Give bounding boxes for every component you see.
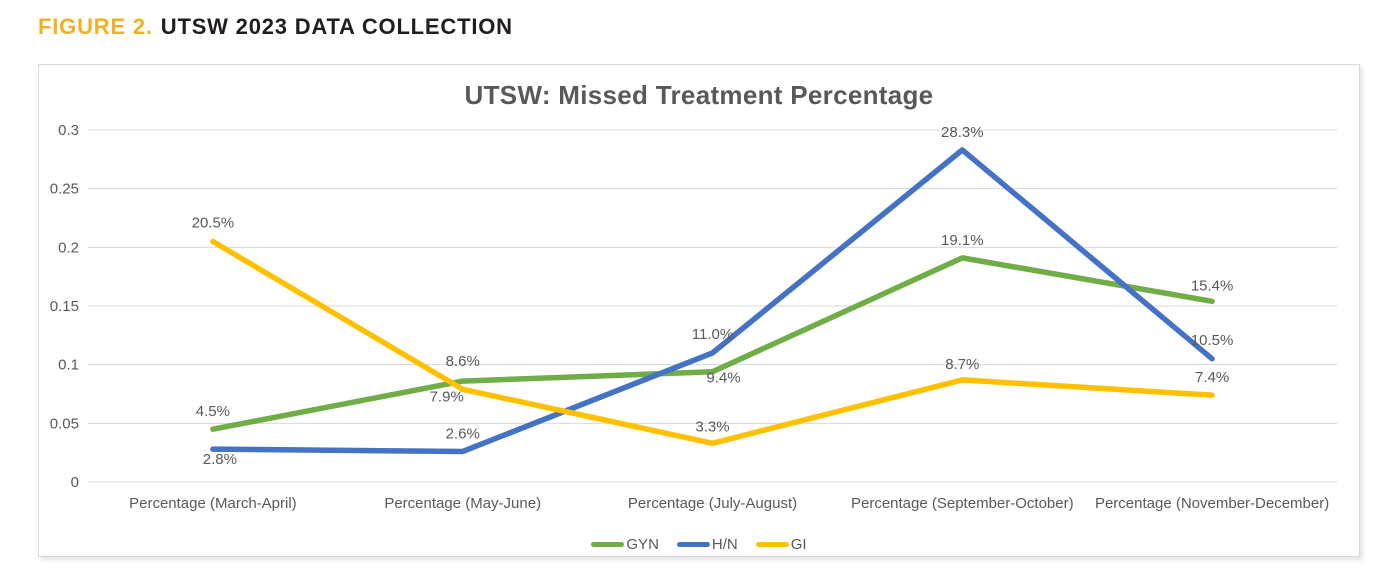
figure-number-label: FIGURE 2. <box>38 14 153 39</box>
legend-series-name: GI <box>790 535 807 553</box>
chart-legend: GYN H/N GI <box>38 534 1360 554</box>
figure-title: UTSW 2023 DATA COLLECTION <box>160 14 513 39</box>
legend-line-swatch <box>676 541 710 547</box>
legend-series-name: H/N <box>711 535 738 553</box>
legend-item-gi: GI <box>755 535 807 553</box>
legend-line-swatch <box>755 541 789 547</box>
legend-line-swatch <box>591 541 625 547</box>
figure-heading: FIGURE 2. UTSW 2023 DATA COLLECTION <box>38 14 513 40</box>
chart-container <box>38 64 1360 557</box>
chart-title: UTSW: Missed Treatment Percentage <box>464 80 934 110</box>
legend-series-name: GYN <box>626 535 659 553</box>
legend-item-hn: H/N <box>676 535 738 553</box>
legend-item-gyn: GYN <box>591 536 659 553</box>
